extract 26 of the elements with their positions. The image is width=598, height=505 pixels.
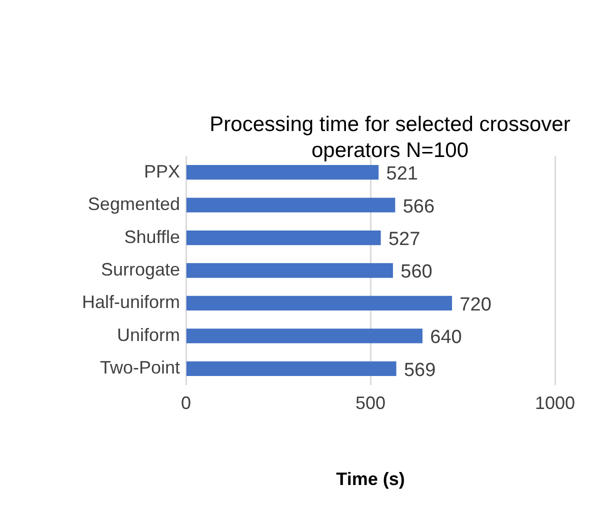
y-tick-label: Segmented: [88, 194, 180, 214]
bar: [186, 198, 396, 212]
bar: [186, 361, 396, 376]
x-tick-label: 1000: [534, 392, 576, 413]
y-tick-label: Two-Point: [100, 358, 180, 378]
bar: [186, 263, 393, 278]
data-label: 569: [404, 360, 436, 381]
y-tick-label: Half-uniform: [82, 292, 180, 312]
y-tick-label: Shuffle: [124, 226, 180, 247]
data-label: 560: [400, 262, 432, 283]
y-tick-label: Uniform: [116, 324, 180, 345]
bar: [186, 328, 422, 344]
chart-title: Processing time for selected crossover operators N=100: [208, 112, 572, 164]
bar: [186, 230, 381, 246]
bar: [186, 296, 452, 311]
data-label: 720: [460, 294, 492, 316]
data-label: 521: [386, 164, 418, 185]
y-tick-label: PPX: [144, 161, 180, 182]
bar: [186, 165, 379, 180]
x-axis-title: Time (s): [336, 469, 405, 490]
y-tick-label: Surrogate: [100, 259, 180, 280]
x-tick-label: 0: [180, 392, 192, 413]
data-label: 640: [430, 327, 462, 348]
data-label: 566: [402, 196, 435, 218]
x-tick-label: 500: [355, 392, 386, 413]
data-label: 527: [388, 229, 420, 250]
